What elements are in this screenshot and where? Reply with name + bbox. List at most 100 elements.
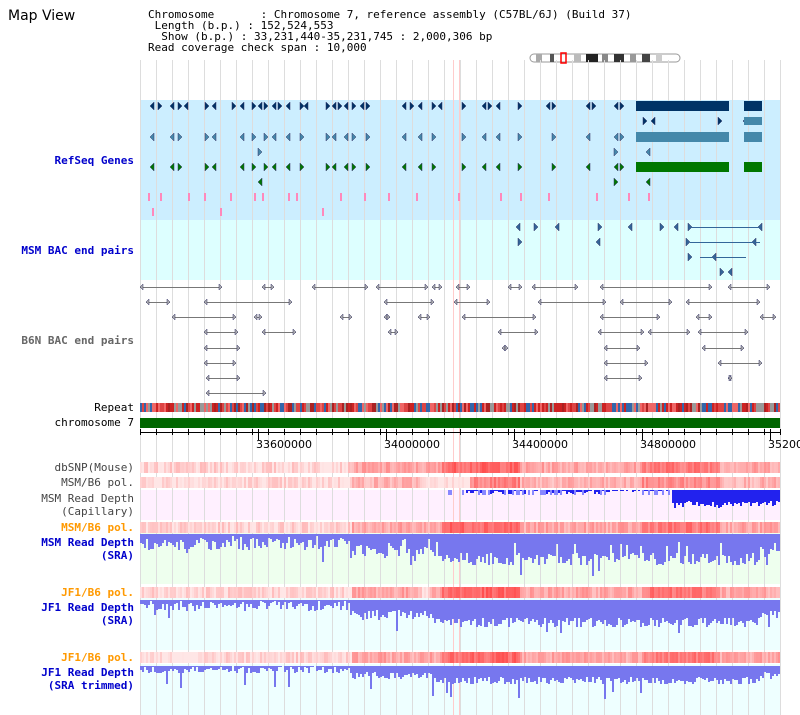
depth-bar: [534, 666, 536, 681]
msm-bac-label[interactable]: MSM BAC end pairs: [21, 244, 134, 257]
msm-capillary-depth-label[interactable]: MSM Read Depth (Capillary): [41, 492, 134, 518]
density-cell: [658, 522, 660, 533]
repeat-element: [464, 403, 466, 412]
depth-bar: [324, 600, 326, 606]
repeat-element: [496, 403, 498, 412]
density-cell: [626, 522, 628, 533]
density-cell: [410, 652, 412, 663]
density-cell: [708, 462, 710, 473]
density-cell: [156, 587, 158, 598]
jf1-sra-trimmed-depth-label[interactable]: JF1 Read Depth (SRA trimmed): [41, 666, 134, 692]
density-cell: [700, 587, 702, 598]
depth-bar: [500, 600, 502, 624]
density-cell: [578, 477, 580, 488]
feature-arrow: [597, 328, 602, 336]
depth-bar: [614, 600, 616, 627]
density-cell: [514, 587, 516, 598]
depth-bar: [644, 490, 646, 491]
msm-b6-pol-label[interactable]: MSM/B6 pol.: [61, 476, 134, 489]
depth-bar: [404, 666, 406, 675]
density-cell: [380, 522, 382, 533]
density-cell: [648, 652, 650, 663]
density-cell: [180, 477, 182, 488]
depth-bar: [592, 600, 594, 627]
depth-bar: [716, 534, 718, 556]
dbsnp-label[interactable]: dbSNP(Mouse): [54, 461, 134, 474]
chromosome-ideogram[interactable]: [528, 52, 684, 64]
depth-bar: [674, 666, 676, 683]
depth-bar: [144, 666, 146, 667]
msm-b6-pol-2-label[interactable]: MSM/B6 pol.: [61, 521, 134, 534]
depth-bar: [554, 490, 556, 495]
density-cell: [670, 587, 672, 598]
density-cell: [400, 522, 402, 533]
density-cell: [312, 587, 314, 598]
density-cell: [242, 462, 244, 473]
density-cell: [728, 587, 730, 598]
density-cell: [692, 587, 694, 598]
density-cell: [348, 652, 350, 663]
refseq-genes-label[interactable]: RefSeq Genes: [54, 154, 134, 167]
density-cell: [220, 587, 222, 598]
depth-bar: [444, 600, 446, 620]
density-cell: [492, 477, 494, 488]
depth-bar: [548, 534, 550, 554]
repeat-element: [294, 403, 296, 412]
jf1-sra-depth-label[interactable]: JF1 Read Depth (SRA): [41, 601, 134, 627]
depth-bar: [698, 534, 700, 562]
density-cell: [736, 477, 738, 488]
jf1-b6-pol-label[interactable]: JF1/B6 pol.: [61, 586, 134, 599]
repeat-element: [162, 403, 164, 412]
feature-arrow: [343, 101, 349, 111]
feature-arrow: [531, 283, 536, 291]
repeat-element: [638, 403, 640, 412]
depth-bar: [664, 600, 666, 622]
depth-bar: [522, 666, 524, 681]
msm-sra-depth-label[interactable]: MSM Read Depth (SRA): [41, 536, 134, 562]
depth-bar: [264, 534, 266, 545]
density-cell: [248, 652, 250, 663]
depth-bar: [684, 534, 686, 556]
depth-bar: [498, 534, 500, 563]
density-cell: [478, 462, 480, 473]
depth-bar: [380, 666, 382, 677]
density-cell: [428, 587, 430, 598]
density-cell: [588, 477, 590, 488]
density-cell: [328, 652, 330, 663]
density-cell: [612, 652, 614, 663]
density-cell: [746, 462, 748, 473]
repeat-element: [412, 403, 414, 412]
depth-bar: [146, 666, 148, 670]
density-cell: [238, 652, 240, 663]
feature-arrow: [685, 237, 691, 247]
jf1-b6-pol-2-label[interactable]: JF1/B6 pol.: [61, 651, 134, 664]
density-cell: [700, 522, 702, 533]
density-cell: [516, 587, 518, 598]
density-cell: [186, 652, 188, 663]
repeat-element: [672, 403, 674, 412]
density-cell: [142, 522, 144, 533]
density-cell: [468, 652, 470, 663]
feature-arrow: [532, 313, 537, 321]
density-cell: [180, 652, 182, 663]
depth-bar: [602, 490, 604, 491]
repeat-element: [596, 403, 598, 412]
b6n-bac-label[interactable]: B6N BAC end pairs: [21, 334, 134, 347]
depth-bar: [542, 600, 544, 624]
depth-bar: [472, 600, 474, 621]
density-cell: [420, 587, 422, 598]
density-cell: [384, 587, 386, 598]
density-cell: [410, 462, 412, 473]
density-cell: [168, 462, 170, 473]
repeat-element: [310, 403, 312, 412]
depth-bar: [574, 666, 576, 683]
depth-bar: [692, 666, 694, 684]
density-cell: [592, 477, 594, 488]
depth-bar: [774, 490, 776, 505]
density-cell: [330, 522, 332, 533]
density-cell: [436, 462, 438, 473]
depth-bar: [388, 534, 390, 543]
density-cell: [442, 462, 444, 473]
depth-bar: [772, 666, 774, 676]
